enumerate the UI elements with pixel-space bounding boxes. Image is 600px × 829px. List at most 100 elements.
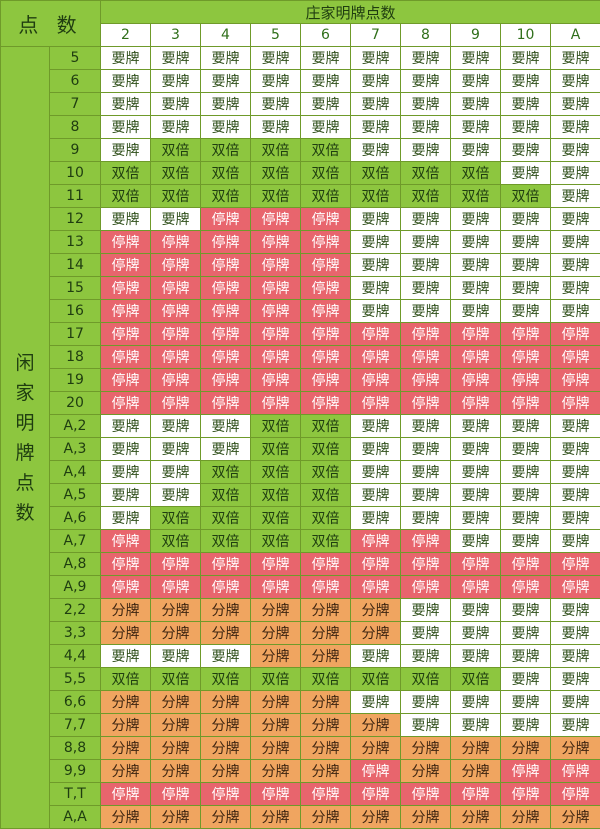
hit-cell: 要牌 xyxy=(451,139,501,162)
hit-cell: 要牌 xyxy=(451,438,501,461)
hit-cell: 要牌 xyxy=(501,622,551,645)
stand-cell: 停牌 xyxy=(151,783,201,806)
split-cell: 分牌 xyxy=(251,760,301,783)
hit-cell: 要牌 xyxy=(401,93,451,116)
hit-cell: 要牌 xyxy=(401,438,451,461)
player-hand-row-label: A,5 xyxy=(50,484,101,507)
split-cell: 分牌 xyxy=(301,691,351,714)
hit-cell: 要牌 xyxy=(351,70,401,93)
double-cell: 双倍 xyxy=(251,185,301,208)
hit-cell: 要牌 xyxy=(151,484,201,507)
hit-cell: 要牌 xyxy=(551,93,600,116)
player-hand-row-label: A,7 xyxy=(50,530,101,553)
hit-cell: 要牌 xyxy=(551,622,600,645)
stand-cell: 停牌 xyxy=(101,346,151,369)
split-cell: 分牌 xyxy=(251,806,301,829)
double-cell: 双倍 xyxy=(301,185,351,208)
stand-cell: 停牌 xyxy=(301,231,351,254)
player-hand-row-label: 3,3 xyxy=(50,622,101,645)
player-hand-row-label: 6 xyxy=(50,70,101,93)
hit-cell: 要牌 xyxy=(301,93,351,116)
stand-cell: 停牌 xyxy=(101,576,151,599)
hit-cell: 要牌 xyxy=(101,438,151,461)
dealer-column-6: 6 xyxy=(301,24,351,47)
player-hand-label-char: 明 xyxy=(1,408,49,438)
dealer-column-a: A xyxy=(551,24,600,47)
hit-cell: 要牌 xyxy=(101,139,151,162)
double-cell: 双倍 xyxy=(451,185,501,208)
split-cell: 分牌 xyxy=(201,691,251,714)
double-cell: 双倍 xyxy=(201,668,251,691)
double-cell: 双倍 xyxy=(251,530,301,553)
hit-cell: 要牌 xyxy=(501,277,551,300)
double-cell: 双倍 xyxy=(301,507,351,530)
stand-cell: 停牌 xyxy=(151,300,201,323)
stand-cell: 停牌 xyxy=(201,783,251,806)
hit-cell: 要牌 xyxy=(201,645,251,668)
stand-cell: 停牌 xyxy=(501,760,551,783)
hit-cell: 要牌 xyxy=(101,415,151,438)
stand-cell: 停牌 xyxy=(351,783,401,806)
stand-cell: 停牌 xyxy=(101,277,151,300)
stand-cell: 停牌 xyxy=(301,254,351,277)
split-cell: 分牌 xyxy=(151,806,201,829)
stand-cell: 停牌 xyxy=(251,392,301,415)
hit-cell: 要牌 xyxy=(451,622,501,645)
split-cell: 分牌 xyxy=(301,645,351,668)
hit-cell: 要牌 xyxy=(501,254,551,277)
stand-cell: 停牌 xyxy=(251,277,301,300)
corner-label: 点 数 xyxy=(1,1,101,47)
hit-cell: 要牌 xyxy=(201,93,251,116)
hit-cell: 要牌 xyxy=(401,599,451,622)
stand-cell: 停牌 xyxy=(551,392,600,415)
player-hand-row-label: 7,7 xyxy=(50,714,101,737)
stand-cell: 停牌 xyxy=(301,783,351,806)
hit-cell: 要牌 xyxy=(551,438,600,461)
split-cell: 分牌 xyxy=(101,806,151,829)
hit-cell: 要牌 xyxy=(551,668,600,691)
stand-cell: 停牌 xyxy=(251,369,301,392)
stand-cell: 停牌 xyxy=(351,760,401,783)
stand-cell: 停牌 xyxy=(151,576,201,599)
double-cell: 双倍 xyxy=(351,185,401,208)
split-cell: 分牌 xyxy=(151,622,201,645)
player-hand-label-char: 牌 xyxy=(1,438,49,468)
hit-cell: 要牌 xyxy=(401,70,451,93)
hit-cell: 要牌 xyxy=(451,70,501,93)
hit-cell: 要牌 xyxy=(151,93,201,116)
hit-cell: 要牌 xyxy=(101,507,151,530)
player-hand-row-label: 8 xyxy=(50,116,101,139)
hit-cell: 要牌 xyxy=(501,714,551,737)
stand-cell: 停牌 xyxy=(201,254,251,277)
stand-cell: 停牌 xyxy=(301,300,351,323)
stand-cell: 停牌 xyxy=(551,369,600,392)
hit-cell: 要牌 xyxy=(551,461,600,484)
stand-cell: 停牌 xyxy=(551,783,600,806)
hit-cell: 要牌 xyxy=(451,93,501,116)
hit-cell: 要牌 xyxy=(451,300,501,323)
hit-cell: 要牌 xyxy=(501,530,551,553)
double-cell: 双倍 xyxy=(251,162,301,185)
stand-cell: 停牌 xyxy=(201,300,251,323)
hit-cell: 要牌 xyxy=(151,415,201,438)
dealer-column-4: 4 xyxy=(201,24,251,47)
stand-cell: 停牌 xyxy=(201,392,251,415)
stand-cell: 停牌 xyxy=(501,392,551,415)
hit-cell: 要牌 xyxy=(151,47,201,70)
split-cell: 分牌 xyxy=(101,599,151,622)
stand-cell: 停牌 xyxy=(501,553,551,576)
hit-cell: 要牌 xyxy=(251,47,301,70)
player-hand-row-label: 20 xyxy=(50,392,101,415)
hit-cell: 要牌 xyxy=(451,277,501,300)
player-hand-row-label: 2,2 xyxy=(50,599,101,622)
hit-cell: 要牌 xyxy=(401,415,451,438)
stand-cell: 停牌 xyxy=(401,323,451,346)
